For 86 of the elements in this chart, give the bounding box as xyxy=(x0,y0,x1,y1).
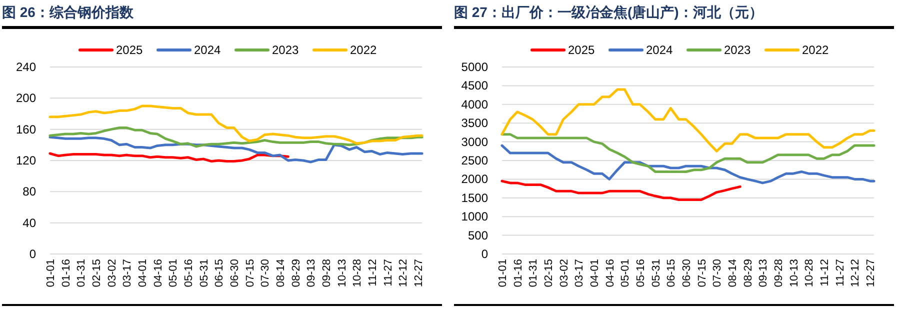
line-series xyxy=(500,180,742,202)
y-tick-label: 3500 xyxy=(461,116,488,130)
line-series xyxy=(48,152,290,163)
x-tick-label: 05-31 xyxy=(650,259,662,288)
x-tick-label: 06-15 xyxy=(666,259,678,288)
x-tick-label: 04-01 xyxy=(588,259,601,288)
x-tick-label: 04-16 xyxy=(152,259,164,288)
y-tick-label: 4500 xyxy=(461,78,488,93)
line-series xyxy=(48,104,424,145)
x-tick-label: 10-13 xyxy=(336,259,348,288)
chart-title: 图 27：出厂价：一级冶金焦(唐山产)：河北（元） xyxy=(454,4,894,29)
x-tick-label: 07-15 xyxy=(696,259,708,288)
x-tick-label: 05-16 xyxy=(634,259,647,288)
x-tick-label: 08-14 xyxy=(726,259,739,288)
y-tick-label: 2000 xyxy=(461,172,488,186)
legend-label: 2025 xyxy=(568,43,596,57)
y-tick-label: 40 xyxy=(22,216,36,230)
line-series xyxy=(500,133,876,173)
x-tick-label: 02-15 xyxy=(542,259,555,288)
x-tick-label: 01-01 xyxy=(497,259,509,288)
line-series xyxy=(500,88,876,152)
x-tick-label: 05-01 xyxy=(168,259,180,288)
x-tick-label: 05-31 xyxy=(198,259,210,288)
x-tick-label: 06-15 xyxy=(214,259,226,288)
y-tick-label: 160 xyxy=(16,122,36,136)
x-tick-label: 01-01 xyxy=(45,259,57,288)
x-tick-label: 12-12 xyxy=(398,259,410,288)
x-tick-label: 01-16 xyxy=(512,259,524,288)
y-tick-label: 240 xyxy=(16,60,36,74)
x-tick-label: 09-28 xyxy=(320,259,333,288)
x-tick-label: 11-27 xyxy=(834,259,846,286)
x-tick-label: 07-30 xyxy=(260,259,272,288)
y-tick-label: 0 xyxy=(481,247,488,261)
x-tick-label: 04-16 xyxy=(604,259,616,288)
y-tick-label: 200 xyxy=(16,91,36,106)
line-series xyxy=(500,144,876,184)
line-series xyxy=(48,126,424,148)
x-tick-label: 03-17 xyxy=(574,259,586,288)
y-tick-label: 80 xyxy=(22,184,36,199)
legend-label: 2023 xyxy=(272,43,300,57)
x-tick-label: 10-28 xyxy=(804,259,816,288)
x-tick-label: 08-14 xyxy=(274,259,287,288)
x-tick-label: 09-28 xyxy=(772,259,785,288)
x-tick-label: 01-31 xyxy=(528,259,540,288)
y-tick-label: 0 xyxy=(29,247,36,261)
x-tick-label: 01-16 xyxy=(60,259,72,288)
x-tick-label: 06-30 xyxy=(680,259,693,288)
x-tick-label: 11-12 xyxy=(366,259,379,286)
x-tick-label: 12-27 xyxy=(864,259,877,288)
legend-label: 2024 xyxy=(194,43,222,57)
y-tick-label: 4000 xyxy=(461,97,488,112)
x-tick-label: 10-13 xyxy=(788,259,800,288)
x-tick-label: 07-30 xyxy=(712,259,724,288)
x-tick-label: 03-02 xyxy=(558,259,570,288)
x-tick-label: 12-27 xyxy=(412,259,425,288)
x-tick-label: 04-01 xyxy=(136,259,149,288)
x-tick-label: 03-17 xyxy=(122,259,134,288)
x-tick-label: 10-28 xyxy=(352,259,364,288)
line-series xyxy=(48,136,424,164)
x-tick-label: 12-12 xyxy=(850,259,862,288)
x-tick-label: 11-12 xyxy=(818,259,831,286)
x-tick-label: 05-01 xyxy=(620,259,632,288)
y-tick-label: 1500 xyxy=(461,190,488,205)
x-tick-label: 11-27 xyxy=(382,259,394,286)
legend-label: 2022 xyxy=(350,43,378,57)
legend-label: 2024 xyxy=(646,43,674,57)
x-tick-label: 06-30 xyxy=(228,259,241,288)
x-tick-label: 09-13 xyxy=(758,259,770,288)
y-tick-label: 500 xyxy=(468,228,488,242)
legend-label: 2025 xyxy=(116,43,144,57)
x-tick-label: 09-13 xyxy=(306,259,318,288)
x-tick-label: 08-29 xyxy=(290,259,302,288)
legend-label: 2023 xyxy=(724,43,752,57)
x-tick-label: 05-16 xyxy=(182,259,195,288)
x-tick-label: 08-29 xyxy=(742,259,754,288)
x-tick-label: 01-31 xyxy=(76,259,88,288)
x-tick-label: 07-15 xyxy=(244,259,256,288)
x-tick-label: 02-15 xyxy=(90,259,103,288)
x-tick-label: 03-02 xyxy=(106,259,118,288)
y-tick-label: 120 xyxy=(16,154,36,168)
y-tick-label: 1000 xyxy=(461,210,488,224)
legend-label: 2022 xyxy=(802,43,830,57)
chart-title: 图 26：综合钢价指数 xyxy=(2,4,442,29)
y-tick-label: 2500 xyxy=(461,154,488,168)
y-tick-label: 5000 xyxy=(461,60,488,74)
y-tick-label: 3000 xyxy=(461,134,488,149)
